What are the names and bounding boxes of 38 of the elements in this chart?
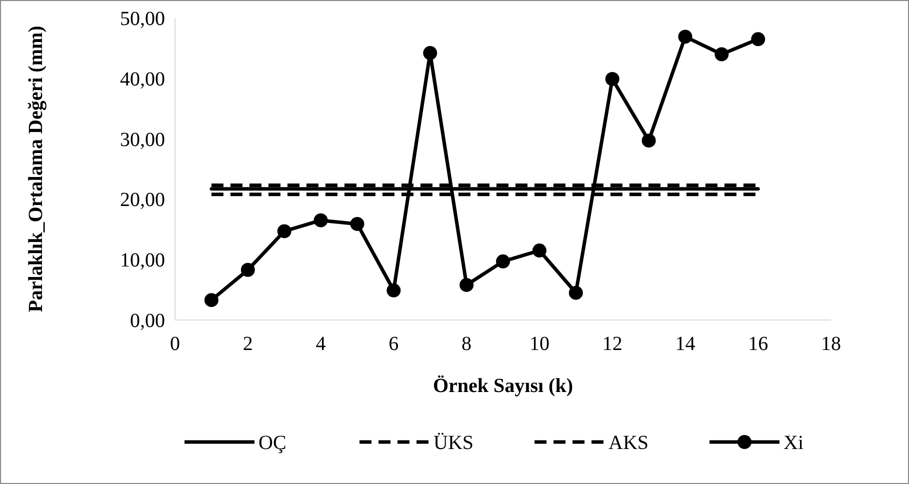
point	[642, 134, 656, 148]
point	[460, 278, 474, 292]
x-tick-label: 18	[821, 333, 841, 355]
legend-label: Xi	[784, 432, 804, 454]
point	[350, 216, 364, 231]
legend-label: ÜKS	[434, 432, 474, 454]
x-tick-label: 4	[316, 333, 326, 355]
point	[314, 213, 328, 228]
y-tick-label: 20,00	[120, 189, 165, 212]
y-tick-label: 50,00	[120, 8, 165, 30]
y-tick-label: 40,00	[120, 68, 165, 90]
point	[386, 283, 401, 298]
point	[714, 47, 729, 62]
y-tick-label: 0,00	[130, 310, 165, 332]
point	[532, 244, 546, 258]
point	[277, 224, 292, 238]
x-tick-label: 0	[170, 333, 180, 355]
point	[605, 72, 620, 86]
y-tick-label: 30,00	[120, 128, 165, 151]
x-tick-label: 16	[748, 333, 768, 355]
point	[204, 293, 218, 308]
x-tick-label: 6	[388, 333, 399, 355]
point	[678, 30, 692, 44]
x-tick-label: 2	[242, 333, 253, 355]
point	[240, 262, 255, 277]
legend-label: AKS	[608, 432, 649, 454]
x-tick-label: 10	[529, 333, 550, 355]
x-axis-title: Örnek Sayısı (k)	[432, 375, 574, 397]
x-tick-label: 12	[602, 333, 622, 355]
x-tick-label: 8	[462, 333, 472, 355]
point	[423, 46, 438, 60]
point	[568, 286, 583, 300]
x-tick-label: 14	[675, 333, 696, 355]
point	[496, 254, 510, 268]
y-axis-title: Parlaklık_Ortalama Değeri (mm)	[25, 26, 47, 312]
point	[751, 32, 766, 46]
y-tick-label: 10,00	[120, 250, 165, 272]
legend-label: OÇ	[258, 432, 286, 454]
